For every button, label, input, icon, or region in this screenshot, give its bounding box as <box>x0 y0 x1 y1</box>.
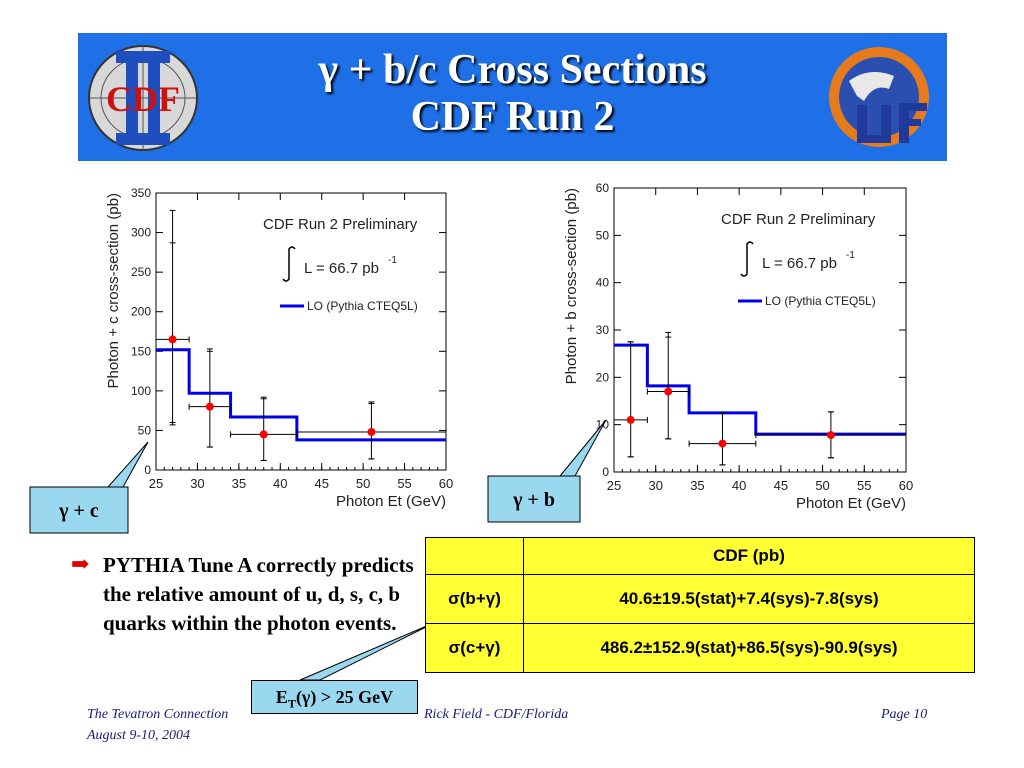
x-tick-label: 40 <box>732 478 746 493</box>
legend-label: LO (Pythia CTEQ5L) <box>307 299 418 313</box>
uf-logo <box>829 47 929 147</box>
table-row-label: σ(b+γ) <box>425 574 524 624</box>
callout-pointer <box>558 419 607 477</box>
arrow-bullet-icon: ➡ <box>71 551 90 576</box>
data-point <box>259 430 268 439</box>
integral-sign <box>740 241 754 277</box>
et-cut-callout: ET(γ) > 25 GeV <box>251 680 418 714</box>
x-tick-label: 50 <box>356 476 370 491</box>
x-tick-label: 35 <box>690 478 704 493</box>
y-tick-label: 40 <box>596 276 610 290</box>
table-header-cell: CDF (pb) <box>523 537 975 575</box>
data-point <box>664 387 673 396</box>
table-row: σ(c+γ) 486.2±152.9(stat)+86.5(sys)-90.9(… <box>425 623 975 673</box>
integral-sign <box>282 246 296 282</box>
y-tick-label: 0 <box>144 463 151 477</box>
cross-section-table: CDF (pb) σ(b+γ) 40.6±19.5(stat)+7.4(sys)… <box>425 537 975 673</box>
cdf-logo-text: CDF <box>106 79 180 119</box>
table-row: σ(b+γ) 40.6±19.5(stat)+7.4(sys)-7.8(sys) <box>425 574 975 624</box>
data-point <box>718 439 727 448</box>
callout-box <box>29 486 129 534</box>
cdf-logo: CDF <box>88 45 198 151</box>
x-tick-label: 25 <box>607 478 621 493</box>
footer-left-line1: The Tevatron Connection <box>87 707 229 722</box>
data-point <box>205 402 214 411</box>
y-tick-label: 30 <box>596 323 610 337</box>
luminosity-label: L = 66.7 pb <box>762 255 837 272</box>
callout-pointer <box>106 441 149 488</box>
footer-left-line2: August 9-10, 2004 <box>87 728 191 743</box>
x-tick-label: 60 <box>439 476 453 491</box>
chart-title: CDF Run 2 Preliminary <box>263 216 418 233</box>
et-cut-suffix: (γ) > 25 GeV <box>295 687 394 707</box>
bullet-text: PYTHIA Tune A correctly predicts the rel… <box>103 553 414 635</box>
x-axis-label: Photon Et (GeV) <box>336 493 446 510</box>
y-tick-label: 60 <box>596 181 610 195</box>
lo-histogram-line <box>614 343 906 436</box>
x-axis-label: Photon Et (GeV) <box>796 495 906 512</box>
y-tick-label: 300 <box>131 226 151 240</box>
x-tick-label: 35 <box>232 476 246 491</box>
luminosity-exponent: -1 <box>846 250 855 261</box>
y-tick-label: 350 <box>131 186 151 200</box>
x-tick-label: 55 <box>397 476 411 491</box>
title-line-2: CDF Run 2 <box>410 94 615 140</box>
chart-title: CDF Run 2 Preliminary <box>721 211 876 228</box>
et-cut-prefix: E <box>275 687 288 707</box>
plot-frame <box>155 192 447 471</box>
table-row-value: 486.2±152.9(stat)+86.5(sys)-90.9(sys) <box>523 623 975 673</box>
et-cut-sub: T <box>287 696 296 711</box>
plot-frame <box>613 187 907 473</box>
y-axis-label: Photon + c cross-section (pb) <box>105 193 122 389</box>
data-point <box>826 431 835 440</box>
y-tick-label: 20 <box>596 370 610 384</box>
y-tick-label: 150 <box>131 344 151 358</box>
x-tick-label: 50 <box>815 478 829 493</box>
x-tick-label: 25 <box>149 476 163 491</box>
y-tick-label: 50 <box>596 228 610 242</box>
x-tick-label: 45 <box>774 478 788 493</box>
title-banner: γ + b/c Cross Sections CDF Run 2 CDF <box>78 33 947 161</box>
luminosity-label: L = 66.7 pb <box>304 260 379 277</box>
data-point <box>626 415 635 424</box>
y-axis-label: Photon + b cross-section (pb) <box>563 188 580 384</box>
x-tick-label: 30 <box>190 476 204 491</box>
data-point <box>168 335 177 344</box>
footer-right: Page 10 <box>881 707 928 722</box>
callout-label: γ + b <box>512 489 555 511</box>
x-tick-label: 60 <box>899 478 913 493</box>
y-tick-label: 200 <box>131 305 151 319</box>
x-tick-label: 30 <box>648 478 662 493</box>
x-tick-label: 40 <box>273 476 287 491</box>
table-header-row: CDF (pb) <box>425 537 975 575</box>
table-row-value: 40.6±19.5(stat)+7.4(sys)-7.8(sys) <box>523 574 975 624</box>
data-point <box>367 428 376 437</box>
lo-histogram-line <box>156 348 446 442</box>
table-row-label: σ(c+γ) <box>425 623 524 673</box>
footer-center: Rick Field - CDF/Florida <box>424 707 569 722</box>
callout-label: γ + c <box>58 500 99 522</box>
x-tick-label: 55 <box>857 478 871 493</box>
x-tick-label: 45 <box>314 476 328 491</box>
luminosity-exponent: -1 <box>388 255 397 266</box>
legend-label: LO (Pythia CTEQ5L) <box>765 294 876 308</box>
y-tick-label: 100 <box>131 384 151 398</box>
y-tick-label: 50 <box>138 423 152 437</box>
title-line-1: γ + b/c Cross Sections <box>318 47 707 93</box>
y-tick-label: 0 <box>602 465 609 479</box>
y-tick-label: 250 <box>131 265 151 279</box>
callout-box <box>487 475 581 523</box>
table-corner-cell <box>425 537 524 575</box>
